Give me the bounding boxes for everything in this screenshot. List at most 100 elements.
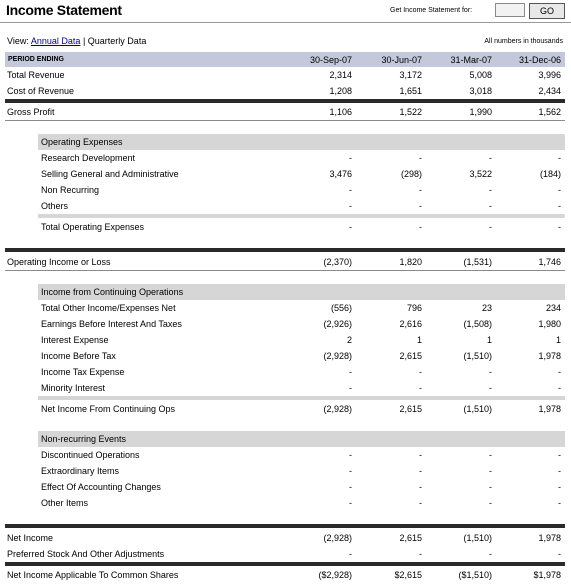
row-value: 1,522 (399, 107, 422, 117)
row-value: (1,510) (463, 533, 492, 543)
row-value: - (558, 549, 561, 559)
period-date: 31-Mar-07 (450, 55, 492, 65)
row-label: Effect Of Accounting Changes (41, 482, 161, 492)
row-research-development: Research Development - - - - (5, 150, 565, 166)
row-value: - (558, 450, 561, 460)
row-value: 1 (416, 335, 422, 345)
row-value: - (489, 498, 492, 508)
row-value: (556) (330, 303, 352, 313)
row-value: 2,434 (538, 86, 561, 96)
row-label: Total Operating Expenses (41, 222, 145, 232)
row-value: - (349, 185, 352, 195)
row-value: - (558, 201, 561, 211)
row-value: - (558, 466, 561, 476)
row-others: Others - - - - (5, 198, 565, 214)
quarterly-data-option[interactable]: Quarterly Data (87, 36, 147, 46)
row-value: - (349, 383, 352, 393)
row-value: - (489, 222, 492, 232)
section-divider (5, 524, 565, 528)
row-value: - (349, 222, 352, 232)
row-value: 1,820 (399, 257, 422, 267)
row-value: 5,008 (469, 70, 492, 80)
row-value: 1,106 (329, 107, 352, 117)
row-value: 3,172 (399, 70, 422, 80)
row-value: - (419, 498, 422, 508)
section-divider (5, 248, 565, 252)
row-value: (2,926) (323, 319, 352, 329)
row-value: - (558, 383, 561, 393)
row-label: Net Income From Continuing Ops (41, 404, 176, 414)
row-value: (2,928) (323, 533, 352, 543)
row-sga: Selling General and Administrative 3,476… (5, 166, 565, 182)
row-value: - (349, 482, 352, 492)
row-value: 2 (346, 335, 352, 345)
row-value: - (349, 153, 352, 163)
row-value: 23 (481, 303, 492, 313)
row-value: 1,980 (538, 319, 561, 329)
ticker-input[interactable] (495, 3, 525, 17)
row-value: - (349, 466, 352, 476)
row-label: Income Tax Expense (41, 367, 125, 377)
row-value: - (419, 549, 422, 559)
row-value: - (349, 367, 352, 377)
row-value: 2,314 (329, 70, 352, 80)
row-value: - (558, 367, 561, 377)
row-value: 1,208 (329, 86, 352, 96)
row-total-operating-expenses: Total Operating Expenses - - - - (5, 219, 565, 235)
row-label: Interest Expense (41, 335, 109, 345)
row-value: ($2,928) (318, 570, 352, 580)
period-ending-label: PERIOD ENDING (8, 56, 65, 63)
go-button[interactable]: GO (529, 3, 565, 19)
row-value: - (558, 185, 561, 195)
continuing-operations-header: Income from Continuing Operations (38, 284, 565, 300)
row-label: Income Before Tax (41, 351, 116, 361)
subtotal-divider (38, 214, 565, 218)
row-value: - (419, 185, 422, 195)
row-value: - (558, 222, 561, 232)
period-date: 30-Jun-07 (381, 55, 422, 65)
row-value: - (419, 482, 422, 492)
row-value: 1,978 (538, 404, 561, 414)
row-value: (1,510) (463, 404, 492, 414)
row-value: 3,522 (469, 169, 492, 179)
row-value: - (349, 549, 352, 559)
row-label: Total Other Income/Expenses Net (41, 303, 176, 313)
row-value: (1,508) (463, 319, 492, 329)
row-value: (2,928) (323, 351, 352, 361)
row-label: Total Revenue (7, 70, 65, 80)
row-gross-profit: Gross Profit 1,106 1,522 1,990 1,562 (5, 104, 565, 120)
row-label: Cost of Revenue (7, 86, 75, 96)
page-title: Income Statement (6, 2, 122, 18)
row-label: Others (41, 201, 69, 211)
row-label: Gross Profit (7, 107, 55, 117)
row-label: Research Development (41, 153, 136, 163)
get-statement-label: Get Income Statement for: (390, 7, 473, 14)
row-value: (298) (400, 169, 422, 179)
view-toggle: View: Annual Data | Quarterly Data (7, 36, 146, 46)
row-value: 1,746 (538, 257, 561, 267)
row-value: - (489, 201, 492, 211)
row-value: - (489, 450, 492, 460)
row-value: (2,928) (323, 404, 352, 414)
row-value: - (419, 383, 422, 393)
row-label: Extraordinary Items (41, 466, 120, 476)
row-minority-interest: Minority Interest - - - - (5, 380, 565, 396)
row-label: Operating Income or Loss (7, 257, 111, 267)
row-value: - (349, 201, 352, 211)
period-date: 31-Dec-06 (518, 55, 561, 65)
view-separator: | (82, 36, 86, 46)
row-value: 1,978 (538, 533, 561, 543)
row-value: - (558, 153, 561, 163)
row-value: 2,615 (399, 351, 422, 361)
row-value: 2,616 (399, 319, 422, 329)
annual-data-link[interactable]: Annual Data (30, 36, 81, 46)
row-income-tax-expense: Income Tax Expense - - - - (5, 364, 565, 380)
row-value: - (489, 367, 492, 377)
row-value: - (558, 482, 561, 492)
row-value: (184) (539, 169, 561, 179)
row-value: - (489, 482, 492, 492)
row-value: 3,018 (469, 86, 492, 96)
row-interest-expense: Interest Expense 2 1 1 1 (5, 332, 565, 348)
row-label: Minority Interest (41, 383, 106, 393)
row-ebit: Earnings Before Interest And Taxes (2,92… (5, 316, 565, 332)
